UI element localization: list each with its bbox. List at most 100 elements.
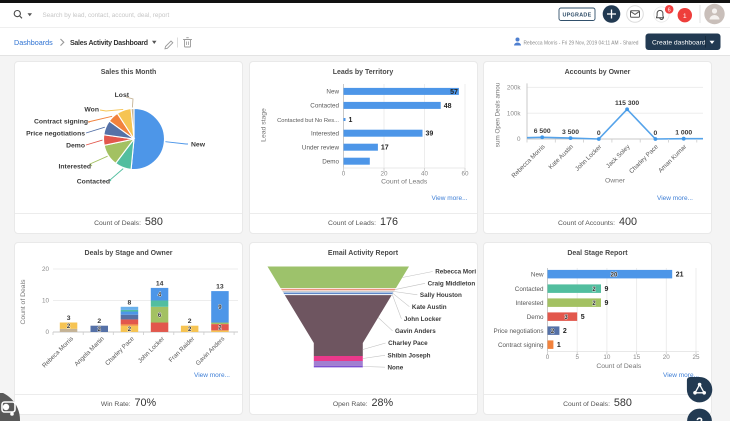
- svg-text:200k: 200k: [507, 85, 522, 92]
- svg-text:John Locker: John Locker: [403, 316, 441, 323]
- svg-text:Fran Raider: Fran Raider: [168, 335, 196, 363]
- svg-text:9: 9: [605, 286, 609, 293]
- svg-text:2: 2: [592, 287, 596, 293]
- svg-text:Contract signing: Contract signing: [498, 342, 544, 349]
- svg-text:New: New: [531, 271, 544, 278]
- svg-text:5: 5: [575, 354, 579, 361]
- svg-text:Shibin Joseph: Shibin Joseph: [387, 352, 430, 359]
- svg-text:20: 20: [380, 171, 388, 178]
- svg-text:20: 20: [611, 272, 618, 278]
- svg-text:9: 9: [605, 300, 609, 307]
- svg-text:21: 21: [676, 271, 684, 278]
- svg-text:Owner: Owner: [605, 178, 626, 185]
- svg-text:6: 6: [158, 312, 162, 318]
- svg-text:2: 2: [551, 329, 555, 335]
- svg-text:Contacted: Contacted: [515, 286, 544, 293]
- svg-text:17: 17: [380, 145, 388, 152]
- svg-text:20: 20: [663, 354, 671, 361]
- svg-text:0: 0: [517, 136, 521, 143]
- svg-text:10: 10: [603, 354, 611, 361]
- svg-text:Contract signing: Contract signing: [34, 119, 88, 126]
- svg-text:3: 3: [67, 315, 71, 322]
- svg-text:57: 57: [450, 89, 458, 96]
- svg-text:Sally Houston: Sally Houston: [419, 292, 461, 299]
- svg-text:Gavin Anders: Gavin Anders: [195, 335, 227, 367]
- svg-text:Rebecca Morris: Rebecca Morris: [510, 143, 546, 179]
- svg-text:1: 1: [348, 117, 352, 124]
- svg-text:Demo: Demo: [322, 159, 339, 166]
- svg-text:Rebecca Morris - Fri 29 Nov, 2: Rebecca Morris - Fri 29 Nov, 2019 04:11 …: [524, 40, 639, 46]
- svg-text:Angela Martin: Angela Martin: [73, 335, 106, 368]
- svg-text:Under review: Under review: [301, 145, 339, 152]
- svg-text:100k: 100k: [507, 110, 522, 117]
- svg-text:3: 3: [564, 315, 568, 321]
- svg-text:5: 5: [581, 314, 585, 321]
- svg-text:0: 0: [341, 171, 345, 178]
- svg-text:New: New: [326, 89, 339, 96]
- svg-text:Price negotiations: Price negotiations: [493, 328, 543, 335]
- svg-text:2: 2: [67, 323, 71, 329]
- svg-text:Interested: Interested: [310, 131, 339, 138]
- svg-text:2: 2: [128, 327, 132, 333]
- svg-text:Lost: Lost: [115, 92, 130, 99]
- svg-text:9: 9: [218, 305, 222, 311]
- svg-text:115 300: 115 300: [615, 100, 639, 107]
- svg-text:3 500: 3 500: [562, 129, 579, 136]
- svg-text:0: 0: [597, 130, 601, 137]
- svg-text:Price negotiations: Price negotiations: [26, 131, 85, 138]
- svg-text:Kate Austin: Kate Austin: [411, 303, 446, 310]
- svg-text:Lead stage: Lead stage: [260, 108, 267, 142]
- svg-text:14: 14: [156, 280, 164, 287]
- svg-text:2: 2: [592, 301, 596, 307]
- svg-text:4: 4: [158, 292, 162, 298]
- svg-text:Sales Activity Dashboard: Sales Activity Dashboard: [70, 40, 148, 47]
- svg-text:25: 25: [692, 354, 700, 361]
- svg-text:Jack Soley: Jack Soley: [605, 143, 632, 170]
- svg-text:Gavin Anders: Gavin Anders: [395, 328, 436, 335]
- svg-text:Kate Austin: Kate Austin: [547, 143, 575, 171]
- svg-text:6: 6: [668, 8, 671, 14]
- svg-text:Demo: Demo: [66, 143, 85, 150]
- svg-text:Rebecca Mori: Rebecca Mori: [435, 268, 476, 275]
- svg-text:1 000: 1 000: [675, 130, 692, 137]
- svg-text:Contacted: Contacted: [77, 179, 110, 186]
- svg-text:2: 2: [188, 318, 192, 325]
- svg-text:2: 2: [218, 325, 222, 331]
- svg-text:Count of Deals: Count of Deals: [20, 278, 27, 324]
- svg-text:20: 20: [42, 266, 50, 273]
- svg-text:Interested: Interested: [515, 300, 544, 307]
- svg-text:0: 0: [654, 130, 658, 137]
- svg-text:Contacted but No Res...: Contacted but No Res...: [277, 118, 339, 124]
- svg-text:Interested: Interested: [59, 164, 91, 171]
- svg-text:Charley Pace: Charley Pace: [628, 143, 660, 175]
- svg-text:?: ?: [696, 417, 703, 421]
- svg-text:15: 15: [633, 354, 641, 361]
- svg-text:sum Open Deals amou: sum Open Deals amou: [495, 82, 502, 147]
- svg-text:Contacted: Contacted: [310, 103, 339, 110]
- svg-text:Demo: Demo: [527, 314, 544, 321]
- svg-text:8: 8: [128, 299, 132, 306]
- svg-text:Count of Leads: Count of Leads: [381, 179, 428, 186]
- svg-text:Dashboards: Dashboards: [14, 38, 53, 47]
- svg-text:2: 2: [98, 327, 102, 333]
- svg-text:40: 40: [420, 171, 428, 178]
- svg-text:2: 2: [188, 327, 192, 333]
- svg-text:10: 10: [42, 297, 50, 304]
- svg-text:None: None: [387, 364, 403, 371]
- svg-text:2: 2: [563, 328, 567, 335]
- svg-text:John Locker: John Locker: [574, 143, 603, 172]
- svg-text:1: 1: [683, 13, 687, 20]
- svg-text:1: 1: [557, 342, 561, 349]
- svg-text:Charley Pace: Charley Pace: [388, 340, 428, 347]
- svg-text:0: 0: [546, 354, 550, 361]
- svg-text:13: 13: [216, 283, 224, 290]
- svg-text:60: 60: [461, 171, 469, 178]
- svg-text:John Locker: John Locker: [137, 335, 166, 364]
- svg-text:Craig Middleton: Craig Middleton: [427, 280, 475, 287]
- svg-text:2: 2: [97, 318, 101, 325]
- svg-text:Won: Won: [84, 107, 99, 114]
- svg-text:48: 48: [443, 103, 451, 110]
- svg-text:39: 39: [425, 131, 433, 138]
- svg-text:Aman Kumar: Aman Kumar: [657, 143, 688, 174]
- svg-text:Count of Deals: Count of Deals: [596, 363, 642, 370]
